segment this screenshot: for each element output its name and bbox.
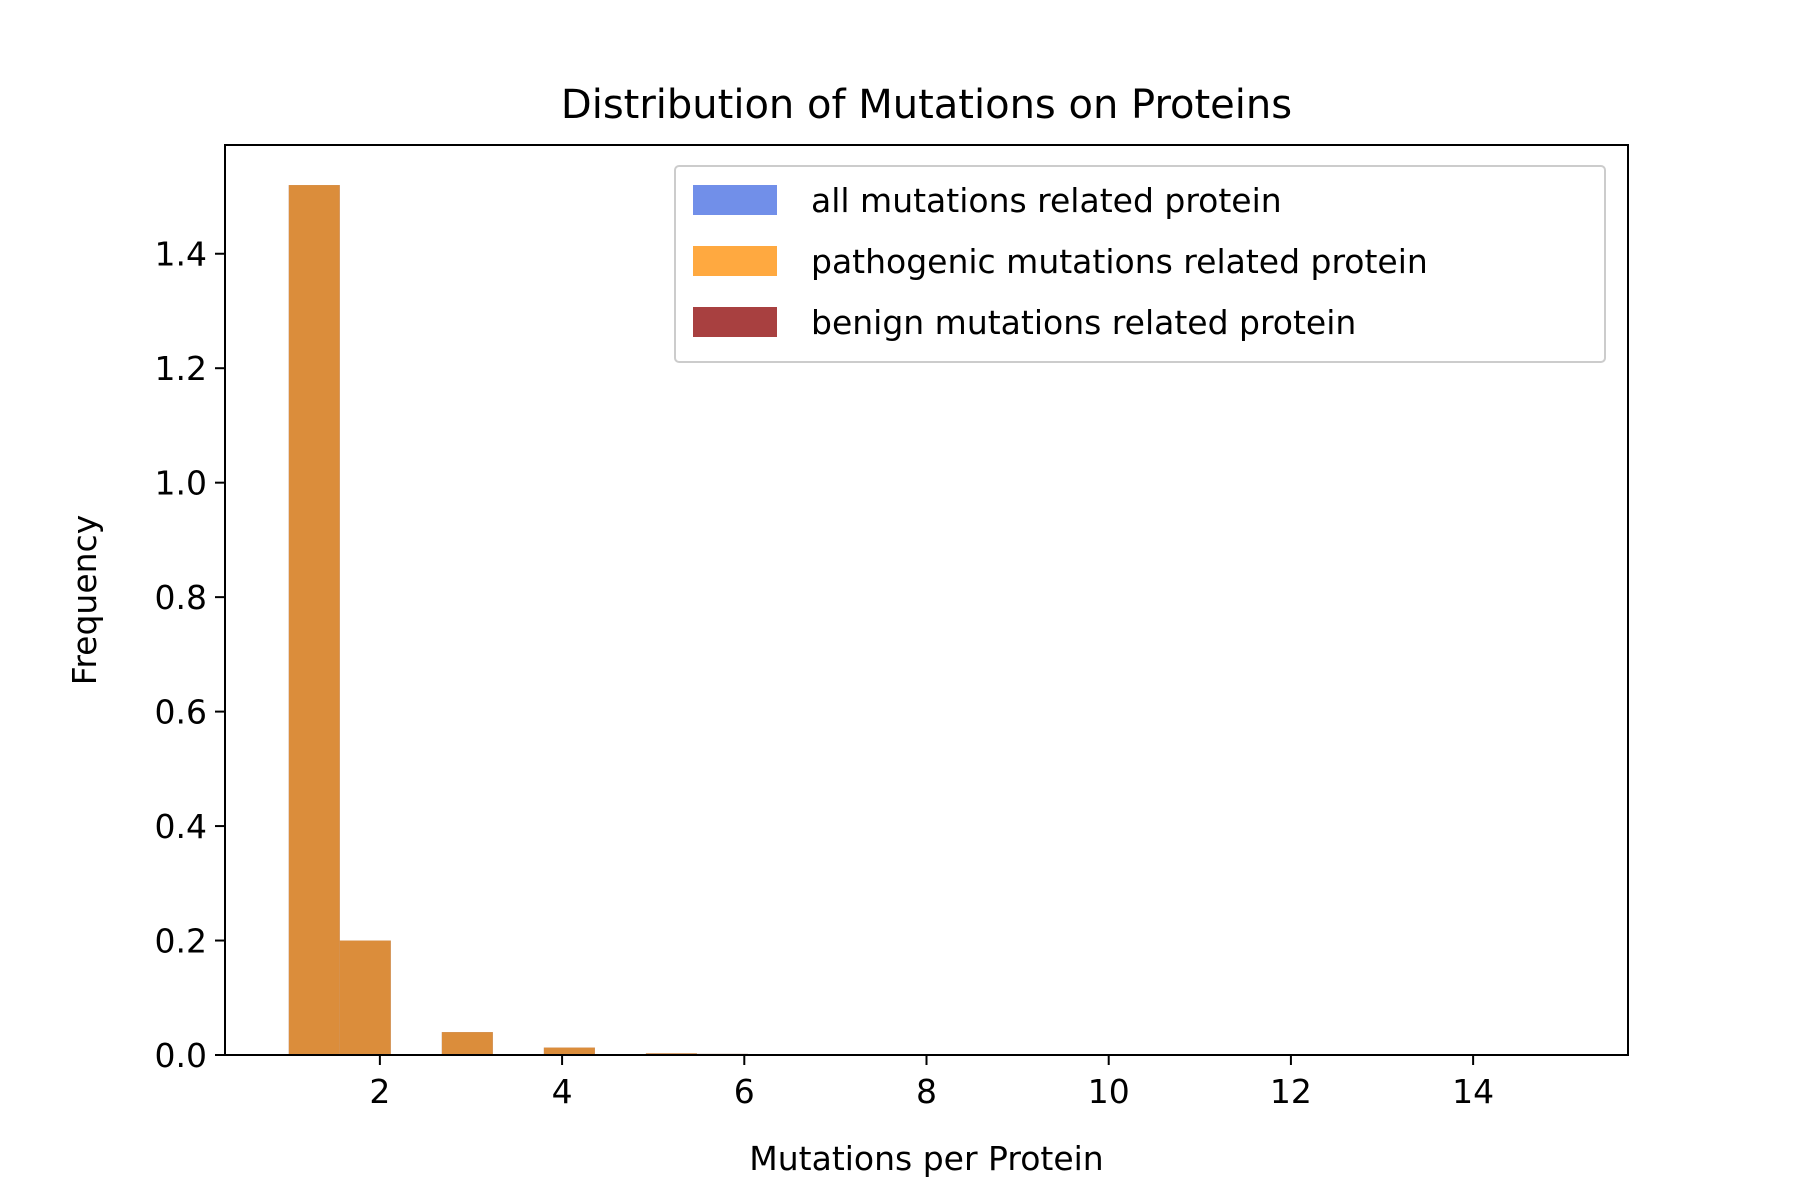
legend-swatch [693,246,777,276]
bar-series-1-bin-0 [288,185,340,1056]
legend: all mutations related protein pathogenic … [674,165,1606,363]
legend-swatch [693,185,777,215]
y-tick-label: 0.6 [155,693,207,732]
legend-items: all mutations related protein pathogenic … [693,181,1428,342]
x-tick-label: 14 [1452,1072,1494,1111]
x-tick-label: 8 [916,1072,937,1111]
y-tick-label: 0.4 [155,807,207,846]
legend-label: benign mutations related protein [811,303,1356,342]
bar-series-1-bin-2 [441,1032,493,1055]
legend-swatch [693,307,777,337]
x-tick-label: 6 [734,1072,755,1111]
y-axis-label: Frequency [65,515,104,685]
x-tick-label: 4 [552,1072,573,1111]
bar-series-1-bin-3 [543,1047,595,1055]
y-tick-label: 0.2 [155,922,207,961]
legend-label: all mutations related protein [811,181,1282,220]
bar-layer [288,185,748,1056]
y-axis: 0.0 0.2 0.4 0.6 0.8 1.0 1.2 1.4 [155,235,225,1075]
y-tick-label: 1.4 [155,235,207,274]
legend-box [674,165,1606,363]
y-tick-label: 0.8 [155,578,207,617]
chart-title: Distribution of Mutations on Proteins [561,82,1292,128]
bar-series-1-bin-1 [339,940,391,1055]
x-tick-label: 10 [1088,1072,1130,1111]
legend-label: pathogenic mutations related protein [811,242,1428,281]
x-axis: 2 4 6 8 10 12 14 [369,1055,1494,1111]
x-axis-label: Mutations per Protein [749,1139,1103,1178]
x-tick-label: 2 [369,1072,390,1111]
y-tick-label: 1.2 [155,349,207,388]
y-tick-label: 0.0 [155,1036,207,1075]
y-tick-label: 1.0 [155,464,207,503]
x-tick-label: 12 [1270,1072,1312,1111]
